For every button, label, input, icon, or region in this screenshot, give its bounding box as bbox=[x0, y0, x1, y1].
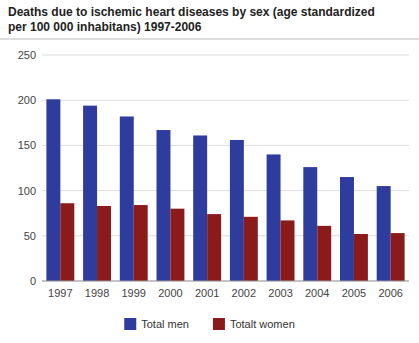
legend-item: Total men bbox=[124, 318, 189, 330]
bar bbox=[97, 206, 111, 281]
bar bbox=[157, 130, 171, 281]
bar bbox=[281, 220, 295, 281]
y-tick-label: 250 bbox=[18, 49, 36, 61]
y-tick-label: 100 bbox=[18, 185, 36, 197]
y-tick-label: 0 bbox=[30, 275, 36, 287]
title-line: per 100 000 inhabitans) 1997-2006 bbox=[8, 20, 202, 34]
bar bbox=[120, 116, 134, 281]
bar bbox=[340, 177, 354, 281]
bar bbox=[391, 233, 405, 281]
legend-item: Totalt women bbox=[213, 318, 295, 330]
x-tick-label: 2006 bbox=[378, 287, 402, 299]
bar bbox=[60, 203, 74, 281]
x-tick-label: 2005 bbox=[342, 287, 366, 299]
bar bbox=[354, 234, 368, 281]
legend-swatch bbox=[213, 318, 225, 330]
x-tick-label: 1999 bbox=[122, 287, 146, 299]
bar bbox=[377, 186, 391, 281]
bar bbox=[193, 135, 207, 281]
title-separator bbox=[0, 39, 419, 40]
bars bbox=[46, 99, 404, 281]
x-tick-label: 2000 bbox=[158, 287, 182, 299]
x-axis-line bbox=[42, 281, 409, 282]
legend-label: Totalt women bbox=[230, 318, 295, 330]
grid-line bbox=[42, 100, 409, 101]
bar bbox=[317, 226, 331, 281]
y-tick-label: 200 bbox=[18, 94, 36, 106]
x-tick-label: 2001 bbox=[195, 287, 219, 299]
legend-label: Total men bbox=[141, 318, 189, 330]
bar bbox=[267, 154, 281, 281]
bar bbox=[46, 99, 60, 281]
legend-swatch bbox=[124, 318, 136, 330]
grid-line bbox=[42, 145, 409, 146]
x-tick-label: 2003 bbox=[268, 287, 292, 299]
grid-line bbox=[42, 281, 409, 282]
x-tick-label: 1998 bbox=[85, 287, 109, 299]
chart: Deaths due to ischemic heart diseases by… bbox=[0, 0, 419, 343]
grid-line bbox=[42, 55, 409, 56]
y-tick-label: 150 bbox=[18, 139, 36, 151]
x-tick-label: 2004 bbox=[305, 287, 329, 299]
title-line: Deaths due to ischemic heart diseases by… bbox=[8, 5, 375, 19]
y-tick-label: 50 bbox=[24, 230, 36, 242]
bar bbox=[134, 205, 148, 281]
legend: Total men Totalt women bbox=[124, 318, 295, 330]
bar bbox=[230, 140, 244, 281]
x-tick-label: 1997 bbox=[48, 287, 72, 299]
bar bbox=[303, 167, 317, 281]
bar bbox=[83, 106, 97, 281]
bar bbox=[207, 214, 221, 281]
bar bbox=[170, 209, 184, 281]
title: Deaths due to ischemic heart diseases by… bbox=[8, 5, 375, 34]
bar bbox=[244, 217, 258, 281]
x-tick-label: 2002 bbox=[232, 287, 256, 299]
